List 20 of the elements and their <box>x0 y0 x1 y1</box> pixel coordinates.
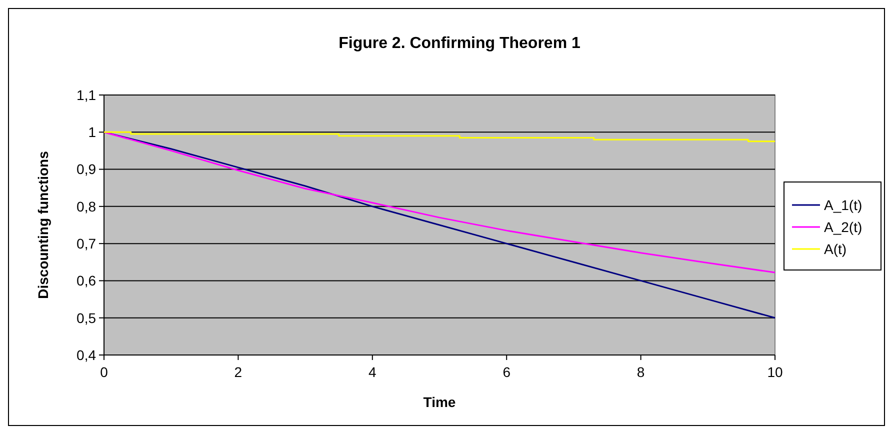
legend-label: A_2(t) <box>824 218 862 235</box>
y-tick-label: 0,9 <box>76 161 96 178</box>
x-tick-label: 6 <box>502 364 511 380</box>
x-axis-title: Time <box>423 394 456 410</box>
y-tick-label: 0,6 <box>76 272 96 289</box>
y-tick-label: 0,8 <box>76 198 96 214</box>
x-tick-label: 10 <box>767 364 783 380</box>
y-axis-title: Discounting functions <box>35 150 51 299</box>
x-tick-label: 4 <box>368 364 376 380</box>
y-tick-label: 1 <box>88 124 96 140</box>
y-tick-label: 1,1 <box>76 86 96 103</box>
x-tick-label: 8 <box>636 364 645 380</box>
chart-title: Figure 2. Confirming Theorem 1 <box>338 35 580 52</box>
legend-label: A(t) <box>824 240 847 257</box>
y-tick-label: 0,5 <box>76 310 96 326</box>
legend-label: A_1(t) <box>824 196 862 213</box>
y-tick-label: 0,4 <box>76 346 96 363</box>
x-tick-label: 0 <box>100 364 108 380</box>
y-tick-label: 0,7 <box>76 235 96 252</box>
x-tick-label: 2 <box>234 364 242 380</box>
